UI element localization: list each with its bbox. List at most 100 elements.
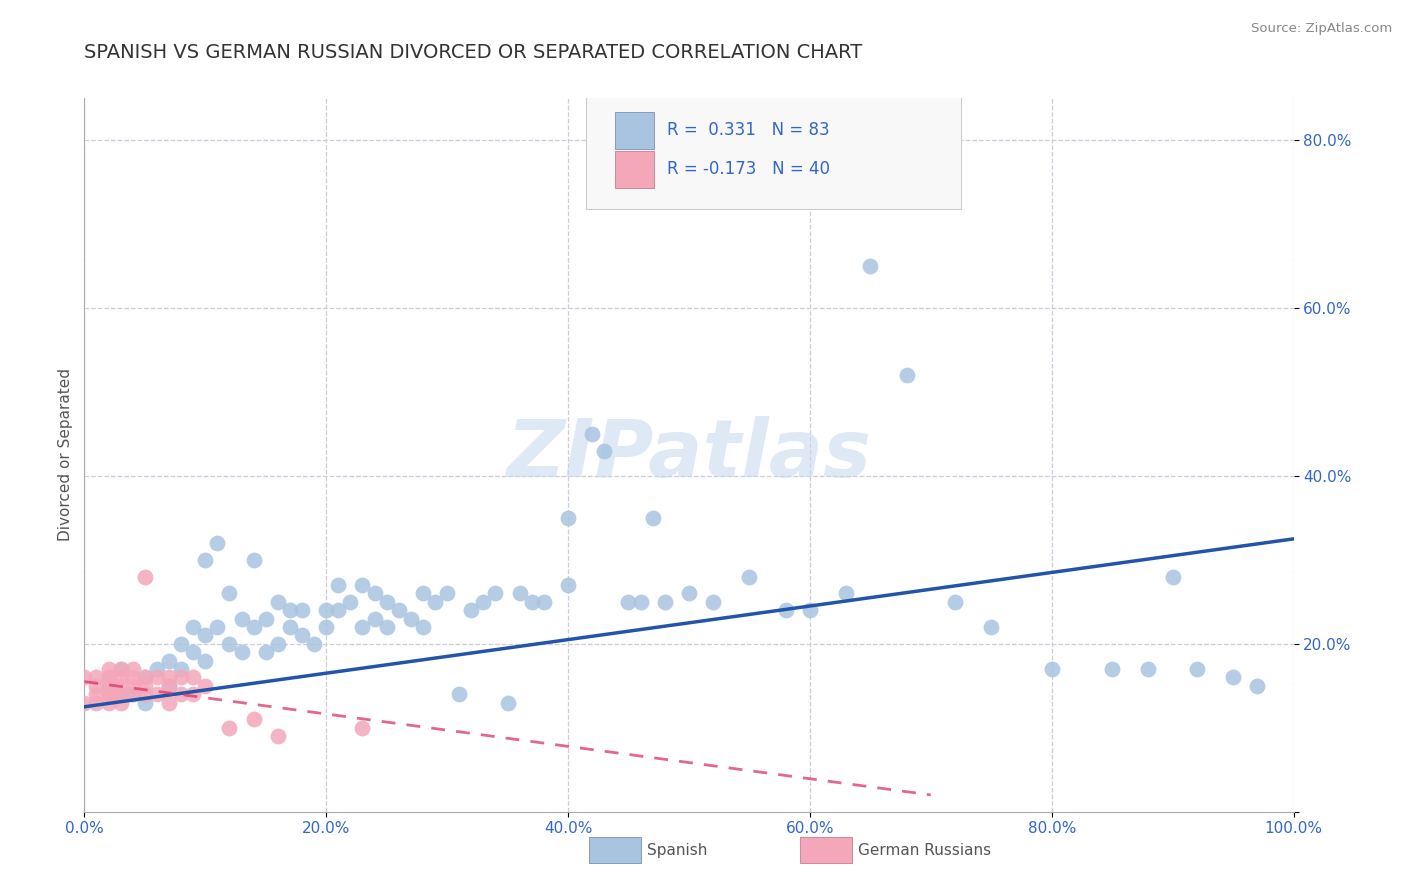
Point [533, 595, 555, 609]
Point [436, 586, 458, 600]
Point [254, 612, 277, 626]
Text: Source: ZipAtlas.com: Source: ZipAtlas.com [1251, 22, 1392, 36]
Point [231, 612, 253, 626]
Point [97, 679, 120, 693]
Point [1137, 662, 1160, 676]
Point [110, 670, 132, 684]
Point [352, 620, 374, 634]
Point [1246, 679, 1268, 693]
Point [97, 679, 120, 693]
Point [194, 679, 217, 693]
Point [557, 578, 579, 592]
Point [859, 259, 882, 273]
Point [799, 603, 821, 617]
Point [641, 511, 664, 525]
Point [630, 595, 652, 609]
Point [86, 670, 108, 684]
Point [363, 612, 385, 626]
Point [412, 586, 434, 600]
Point [134, 569, 156, 583]
Point [86, 679, 108, 693]
Point [170, 687, 193, 701]
Point [775, 603, 797, 617]
Point [302, 637, 325, 651]
Point [1040, 662, 1063, 676]
Point [835, 586, 858, 600]
Point [339, 595, 361, 609]
Point [97, 696, 120, 710]
Point [110, 687, 132, 701]
Point [121, 687, 143, 701]
Point [254, 645, 277, 659]
Point [194, 553, 217, 567]
Point [267, 595, 290, 609]
Point [110, 662, 132, 676]
Point [980, 620, 1002, 634]
Point [110, 696, 132, 710]
Point [328, 578, 350, 592]
Point [702, 595, 724, 609]
Point [218, 586, 240, 600]
Point [73, 696, 96, 710]
Point [678, 586, 700, 600]
Point [157, 696, 180, 710]
Text: SPANISH VS GERMAN RUSSIAN DIVORCED OR SEPARATED CORRELATION CHART: SPANISH VS GERMAN RUSSIAN DIVORCED OR SE… [84, 44, 863, 62]
Point [352, 578, 374, 592]
Point [194, 654, 217, 668]
Y-axis label: Divorced or Separated: Divorced or Separated [58, 368, 73, 541]
Point [194, 628, 217, 642]
Point [97, 670, 120, 684]
FancyBboxPatch shape [616, 112, 654, 149]
Point [278, 603, 301, 617]
Point [110, 687, 132, 701]
Point [593, 443, 616, 458]
Point [146, 687, 169, 701]
Point [896, 368, 918, 383]
Point [291, 628, 314, 642]
Point [1101, 662, 1123, 676]
Point [97, 687, 120, 701]
Point [110, 662, 132, 676]
Point [267, 729, 290, 743]
Point [86, 687, 108, 701]
Point [449, 687, 471, 701]
Point [460, 603, 482, 617]
Point [242, 620, 264, 634]
FancyBboxPatch shape [616, 151, 654, 188]
Point [121, 679, 143, 693]
Point [1161, 569, 1184, 583]
Point [242, 712, 264, 726]
Point [97, 670, 120, 684]
Point [134, 670, 156, 684]
Point [157, 670, 180, 684]
Text: R =  0.331   N = 83: R = 0.331 N = 83 [668, 121, 830, 139]
Text: R = -0.173   N = 40: R = -0.173 N = 40 [668, 161, 830, 178]
Point [73, 670, 96, 684]
Point [315, 603, 337, 617]
FancyBboxPatch shape [586, 95, 962, 209]
Point [412, 620, 434, 634]
Point [472, 595, 495, 609]
Point [157, 679, 180, 693]
Point [328, 603, 350, 617]
Point [97, 662, 120, 676]
Point [181, 687, 204, 701]
Point [170, 670, 193, 684]
Point [581, 426, 603, 441]
Point [423, 595, 446, 609]
Point [231, 645, 253, 659]
Point [146, 670, 169, 684]
Point [218, 637, 240, 651]
Point [157, 654, 180, 668]
Point [181, 645, 204, 659]
Point [181, 620, 204, 634]
Point [943, 595, 966, 609]
Point [242, 553, 264, 567]
Point [617, 595, 640, 609]
Point [509, 586, 531, 600]
Point [207, 620, 229, 634]
Point [315, 620, 337, 634]
Point [520, 595, 543, 609]
Point [121, 687, 143, 701]
Point [738, 569, 761, 583]
